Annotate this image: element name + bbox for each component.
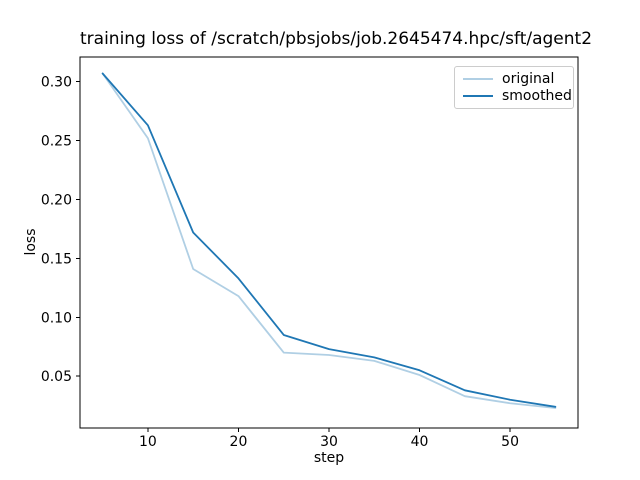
legend-item-smoothed: smoothed	[463, 88, 572, 104]
chart-title: training loss of /scratch/pbsjobs/job.26…	[80, 29, 593, 49]
legend-item-original: original	[463, 71, 565, 87]
y-tick-label: 0.15	[41, 251, 72, 267]
y-tick-label: 0.25	[41, 134, 72, 150]
y-tick-label: 0.10	[41, 310, 72, 326]
x-axis-label: step	[313, 450, 345, 466]
legend-label-smoothed: smoothed	[502, 88, 572, 105]
y-tick-label: 0.20	[41, 193, 72, 209]
y-tick-label: 0.05	[41, 369, 72, 385]
legend: original smoothed	[454, 66, 574, 109]
original-line-swatch	[463, 77, 493, 80]
x-tick-label: 10	[139, 434, 157, 450]
legend-label-original: original	[502, 70, 555, 87]
x-tick-label: 30	[320, 434, 338, 450]
line-smoothed	[101, 72, 557, 408]
line-original	[101, 72, 557, 409]
y-axis-label: loss	[23, 228, 39, 256]
axes-border	[79, 56, 579, 429]
x-tick-label: 50	[501, 434, 519, 450]
y-tick-label: 0.30	[41, 75, 72, 91]
x-tick-label: 20	[230, 434, 248, 450]
smoothed-line-swatch	[463, 95, 493, 98]
x-tick-label: 40	[411, 434, 429, 450]
